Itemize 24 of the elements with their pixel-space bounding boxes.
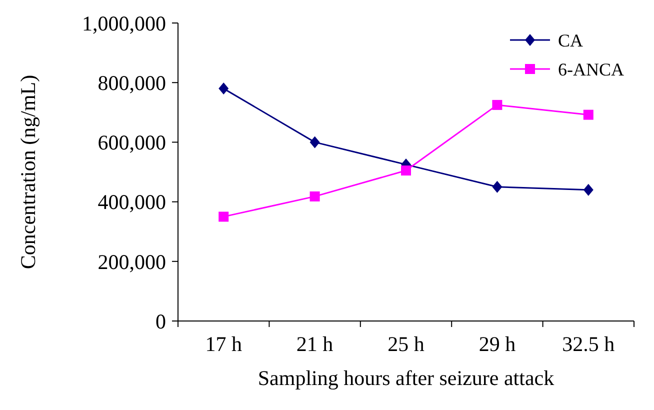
x-tick-label: 17 h xyxy=(205,332,242,356)
x-axis-title: Sampling hours after seizure attack xyxy=(258,366,555,390)
point xyxy=(218,82,229,95)
point xyxy=(218,212,229,222)
point xyxy=(583,110,594,120)
point xyxy=(401,166,411,176)
x-tick-label: 32.5 h xyxy=(562,332,616,356)
y-tick-label: 0 xyxy=(156,309,166,334)
y-tick-label: 400,000 xyxy=(98,190,166,214)
legend-label: CA xyxy=(558,30,584,50)
point xyxy=(310,136,320,148)
point xyxy=(492,180,502,193)
y-axis-title: Concentration (ng/mL) xyxy=(16,74,40,270)
x-tick-label: 25 h xyxy=(388,332,425,356)
legend-label: 6-ANCA xyxy=(558,59,624,80)
y-tick-label: 200,000 xyxy=(98,250,166,274)
y-tick-label: 800,000 xyxy=(98,70,166,95)
x-tick-label: 29 h xyxy=(478,332,516,356)
x-tick-label: 21 h xyxy=(296,332,334,356)
point xyxy=(310,191,320,202)
y-tick-label: 600,000 xyxy=(98,130,166,155)
y-tick-label: 1,000,000 xyxy=(82,11,166,36)
point xyxy=(492,100,502,110)
point xyxy=(583,184,594,196)
